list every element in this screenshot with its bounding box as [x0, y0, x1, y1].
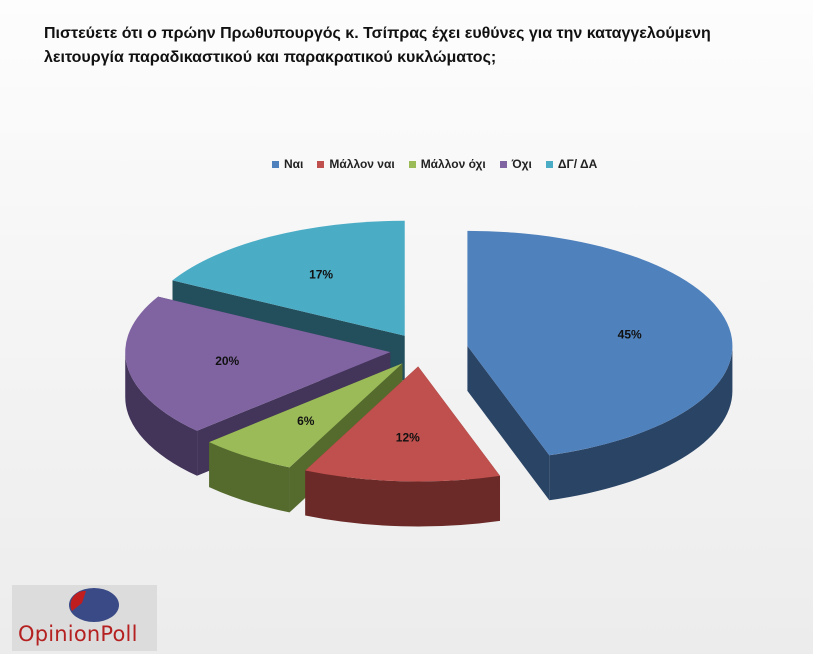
data-label: 6%	[297, 414, 315, 428]
pie-slice-3	[125, 296, 391, 431]
pie-slice-0	[467, 230, 733, 456]
legend-label: Ναι	[284, 157, 304, 171]
legend-label: Μάλλον ναι	[329, 157, 395, 171]
chart-title-line-1: Πιστεύετε ότι ο πρώην Πρωθυπουργός κ. Τσ…	[44, 25, 711, 42]
data-label: 17%	[309, 267, 333, 281]
pie-tops	[125, 220, 733, 482]
legend-item: ΔΓ/ ΔΑ	[545, 157, 598, 171]
chart-title-line-2: λειτουργία παραδικαστικού και παρακρατικ…	[44, 49, 497, 66]
chart-title: Πιστεύετε ότι ο πρώην Πρωθυπουργός κ. Τσ…	[44, 22, 804, 70]
slice-side	[209, 442, 290, 513]
legend-label: ΔΓ/ ΔΑ	[557, 157, 598, 171]
legend-item: Όχι	[499, 157, 532, 171]
slice-side	[549, 345, 733, 501]
legend-item: Μάλλον όχι	[408, 157, 486, 171]
chart-legend: Ναι Μάλλον ναι Μάλλον όχι Όχι ΔΓ/ ΔΑ	[272, 157, 611, 171]
legend-label: Όχι	[511, 157, 532, 171]
legend-swatch	[317, 160, 325, 168]
opinionpoll-logo: OpinionPoll	[12, 585, 157, 651]
legend-swatch	[408, 160, 416, 168]
slice-side	[305, 470, 501, 527]
pie-slice-2	[209, 363, 403, 468]
legend-swatch	[545, 160, 553, 168]
data-label: 20%	[215, 354, 239, 368]
legend-swatch	[499, 160, 507, 168]
legend-item: Μάλλον ναι	[317, 157, 395, 171]
logo-text: OpinionPoll	[18, 622, 138, 646]
data-label: 12%	[396, 431, 420, 445]
legend-item: Ναι	[272, 157, 303, 171]
data-label: 45%	[618, 328, 642, 342]
legend-swatch	[272, 160, 279, 168]
pie-slice-4	[172, 220, 405, 336]
pie-slice-1	[305, 366, 501, 482]
logo-emblem-icon	[69, 588, 119, 622]
slice-wall	[467, 345, 550, 501]
legend-label: Μάλλον όχι	[420, 157, 486, 171]
slice-side	[125, 352, 198, 476]
